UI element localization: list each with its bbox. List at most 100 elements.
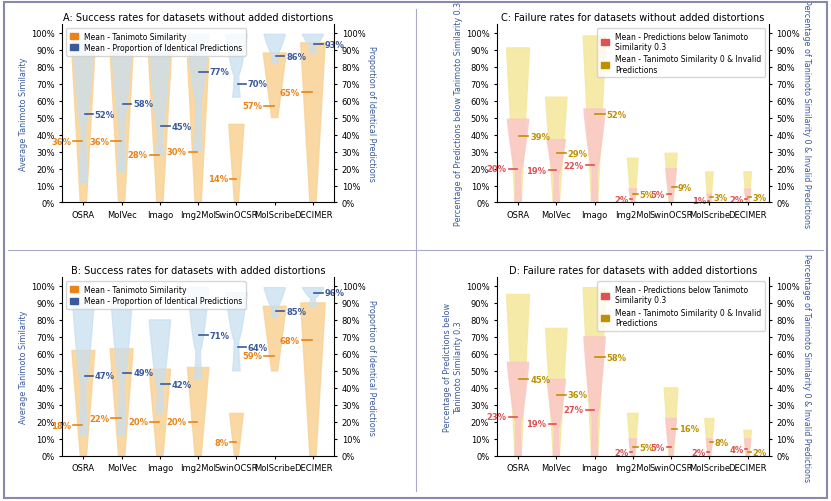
Y-axis label: Average Tanimoto Similarity: Average Tanimoto Similarity <box>19 58 28 171</box>
Text: 58%: 58% <box>133 100 153 109</box>
Polygon shape <box>229 413 243 456</box>
Text: 5%: 5% <box>639 190 653 199</box>
Text: 8%: 8% <box>715 438 729 447</box>
Polygon shape <box>188 368 209 456</box>
Text: 30%: 30% <box>167 148 187 157</box>
Polygon shape <box>744 172 751 203</box>
Text: 20%: 20% <box>129 417 149 426</box>
Text: 9%: 9% <box>678 183 692 192</box>
Polygon shape <box>302 35 323 54</box>
Polygon shape <box>629 189 637 203</box>
Legend: Mean - Tanimoto Similarity, Mean - Proportion of Identical Predictions: Mean - Tanimoto Similarity, Mean - Propo… <box>66 282 246 310</box>
Text: 2%: 2% <box>730 195 744 204</box>
Polygon shape <box>188 59 209 203</box>
Polygon shape <box>745 189 750 203</box>
Text: 68%: 68% <box>280 336 300 345</box>
Text: 47%: 47% <box>95 372 115 381</box>
Polygon shape <box>149 56 171 203</box>
Polygon shape <box>264 288 285 317</box>
Text: 77%: 77% <box>209 68 229 77</box>
Polygon shape <box>188 35 209 152</box>
Text: 19%: 19% <box>526 166 546 175</box>
Polygon shape <box>301 303 325 456</box>
Text: 19%: 19% <box>526 419 546 428</box>
Text: 22%: 22% <box>89 414 110 423</box>
Y-axis label: Average Tanimoto Similarity: Average Tanimoto Similarity <box>19 310 28 423</box>
Text: 1%: 1% <box>692 197 706 206</box>
Text: 85%: 85% <box>286 307 306 316</box>
Text: 96%: 96% <box>324 289 344 298</box>
Y-axis label: Percentage of Predictions below
Tanimoto Similarity 0.3: Percentage of Predictions below Tanimoto… <box>444 303 463 431</box>
Text: 5%: 5% <box>651 190 665 199</box>
Polygon shape <box>229 125 244 203</box>
Text: 36%: 36% <box>568 390 588 399</box>
Polygon shape <box>111 349 133 456</box>
Polygon shape <box>583 37 606 203</box>
Text: 3%: 3% <box>752 193 766 202</box>
Polygon shape <box>583 288 606 456</box>
Text: 39%: 39% <box>530 132 550 141</box>
Text: 52%: 52% <box>607 110 627 119</box>
Text: 5%: 5% <box>651 443 665 452</box>
Polygon shape <box>150 320 170 413</box>
Text: 45%: 45% <box>171 122 191 131</box>
Text: 8%: 8% <box>214 438 229 447</box>
Polygon shape <box>707 194 711 203</box>
Polygon shape <box>263 54 286 118</box>
Text: 45%: 45% <box>530 375 550 384</box>
Text: 29%: 29% <box>568 149 588 158</box>
Polygon shape <box>72 54 95 203</box>
Polygon shape <box>507 295 529 456</box>
Polygon shape <box>111 54 133 203</box>
Polygon shape <box>666 169 676 203</box>
Legend: Mean - Predictions below Tanimoto
Similarity 0.3, Mean - Tanimoto Similarity 0 &: Mean - Predictions below Tanimoto Simila… <box>597 282 765 331</box>
Polygon shape <box>627 159 638 203</box>
Polygon shape <box>264 35 285 64</box>
Polygon shape <box>508 120 529 203</box>
Text: 20%: 20% <box>167 417 187 426</box>
Text: 4%: 4% <box>730 444 744 453</box>
Text: 23%: 23% <box>487 412 507 421</box>
Title: B: Success rates for datasets with added distortions: B: Success rates for datasets with added… <box>71 266 326 276</box>
Polygon shape <box>744 430 751 456</box>
Polygon shape <box>584 110 605 203</box>
Text: 42%: 42% <box>171 380 191 389</box>
Polygon shape <box>301 44 325 203</box>
Text: 93%: 93% <box>324 41 344 50</box>
Text: 36%: 36% <box>52 138 71 146</box>
Text: 14%: 14% <box>208 175 228 184</box>
Polygon shape <box>627 413 638 456</box>
Text: 16%: 16% <box>679 424 699 433</box>
Polygon shape <box>706 439 712 456</box>
Text: 22%: 22% <box>563 161 583 170</box>
Polygon shape <box>666 419 676 456</box>
Text: 52%: 52% <box>95 110 115 119</box>
Title: C: Failure rates for datasets without added distortions: C: Failure rates for datasets without ad… <box>501 13 765 23</box>
Polygon shape <box>150 369 170 456</box>
Polygon shape <box>706 172 713 203</box>
Polygon shape <box>665 154 677 203</box>
Polygon shape <box>111 39 132 172</box>
Polygon shape <box>111 300 132 435</box>
Text: 59%: 59% <box>243 351 263 360</box>
Text: 64%: 64% <box>248 343 268 352</box>
Text: 2%: 2% <box>614 448 628 457</box>
Polygon shape <box>72 351 95 456</box>
Text: 65%: 65% <box>280 88 300 97</box>
Y-axis label: Proportion of Identical Predictions: Proportion of Identical Predictions <box>367 299 376 435</box>
Y-axis label: Percentage of Predictions below Tanimoto Similarity 0.3: Percentage of Predictions below Tanimoto… <box>454 2 463 226</box>
Text: 2%: 2% <box>691 448 706 457</box>
Text: 20%: 20% <box>487 165 507 174</box>
Y-axis label: Proportion of Identical Predictions: Proportion of Identical Predictions <box>367 46 376 182</box>
Title: D: Failure rates for datasets with added distortions: D: Failure rates for datasets with added… <box>509 266 757 276</box>
Polygon shape <box>226 293 247 371</box>
Polygon shape <box>547 140 565 203</box>
Text: 2%: 2% <box>752 448 766 457</box>
Text: 58%: 58% <box>607 353 627 362</box>
Polygon shape <box>705 419 714 456</box>
Polygon shape <box>546 98 567 203</box>
Text: 49%: 49% <box>133 368 153 377</box>
Polygon shape <box>547 380 565 456</box>
Text: 71%: 71% <box>209 331 229 340</box>
Text: 86%: 86% <box>286 53 306 62</box>
